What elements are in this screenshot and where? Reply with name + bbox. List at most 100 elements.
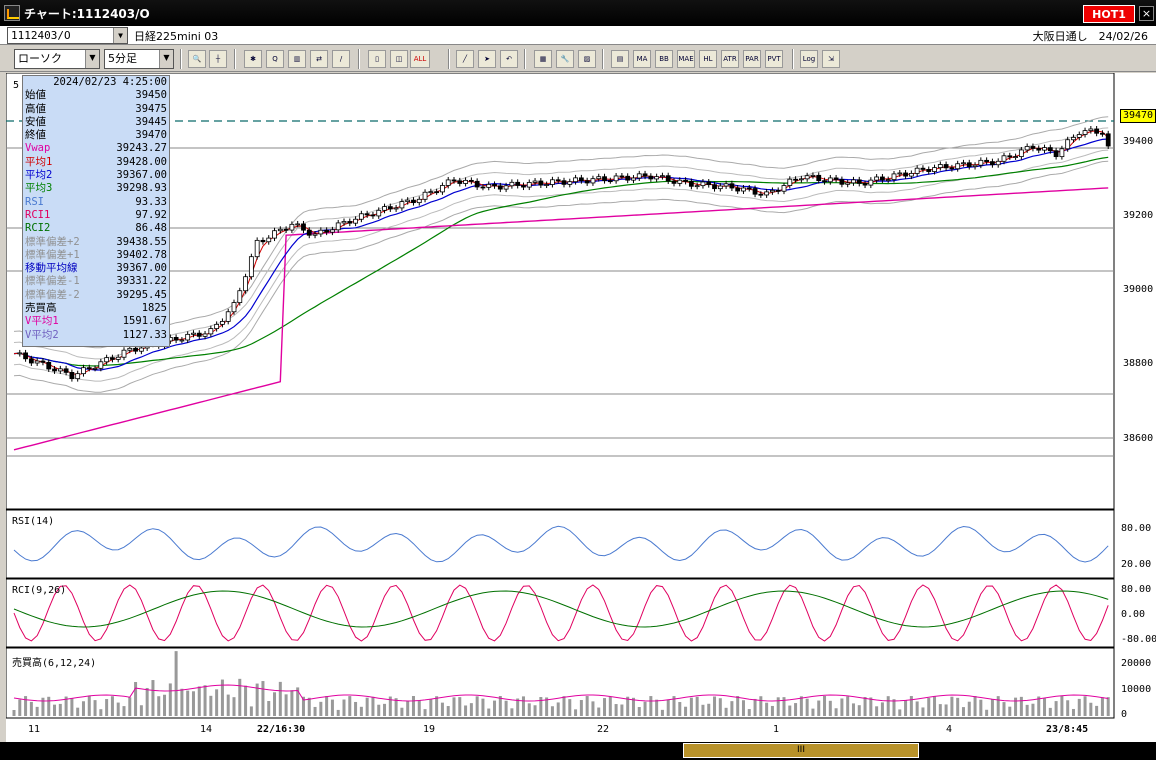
volume-bar: [99, 709, 103, 716]
par-button[interactable]: PAR: [743, 50, 761, 68]
candle-body: [451, 179, 457, 182]
indicator-grid-icon[interactable]: ▤: [611, 50, 629, 68]
chart-app-icon: [4, 5, 20, 21]
candle-body: [497, 185, 503, 190]
info-label: RSI: [25, 195, 44, 208]
color-palette-icon[interactable]: ▨: [578, 50, 596, 68]
symbol-select[interactable]: 1112403/O ▼: [7, 27, 128, 44]
volume-bar: [307, 697, 311, 716]
chart-type-select[interactable]: ローソク ▼: [14, 49, 100, 69]
all-icon[interactable]: ALL: [410, 50, 430, 68]
volume-bar: [1106, 697, 1110, 716]
search-chart-icon[interactable]: Q: [266, 50, 284, 68]
volume-bar: [574, 709, 578, 716]
info-row: V平均1 1591.67: [25, 315, 167, 328]
pvt-button[interactable]: PVT: [765, 50, 783, 68]
volume-bar: [498, 696, 502, 716]
volume-bar: [139, 705, 143, 716]
rsi-title: RSI(14): [12, 516, 55, 527]
info-value: 39298.93: [116, 182, 167, 195]
volume-bar: [678, 702, 682, 716]
info-value: 39331.22: [116, 275, 167, 288]
hot-button[interactable]: HOT1: [1083, 5, 1135, 23]
x-axis-label: 4: [946, 724, 953, 735]
close-button[interactable]: ×: [1139, 6, 1154, 21]
chevron-down-icon[interactable]: ▼: [159, 50, 173, 68]
candle-body: [1036, 148, 1042, 151]
volume-bar: [579, 700, 583, 716]
candle-body: [827, 177, 833, 183]
hl-button[interactable]: HL: [699, 50, 717, 68]
info-rows: 始値 39450 高値 39475 安値 39445 終値 39470 Vwap 39243.27…: [25, 89, 167, 342]
candle-body: [353, 218, 358, 224]
candle-body: [440, 185, 445, 193]
bug-icon[interactable]: ✱: [244, 50, 262, 68]
candle-icon[interactable]: ▯: [368, 50, 386, 68]
period-select[interactable]: 5分足 ▼: [104, 49, 174, 69]
crosshair-icon[interactable]: ┼: [209, 50, 227, 68]
ma-button[interactable]: MA: [633, 50, 651, 68]
info-value: 39438.55: [116, 235, 167, 248]
candle-alt-icon[interactable]: ◫: [390, 50, 408, 68]
volume-ma-line: [13, 684, 1109, 702]
mae-button[interactable]: MAE: [677, 50, 695, 68]
candle-body: [185, 333, 191, 341]
info-value: 86.48: [135, 222, 167, 235]
price-label: 38800: [1123, 358, 1154, 369]
candle-body: [208, 328, 214, 335]
band-line: [13, 160, 1109, 393]
horizontal-scrollbar[interactable]: [0, 742, 1156, 760]
draw-icon[interactable]: /: [332, 50, 350, 68]
candle-body: [1047, 147, 1053, 152]
export-icon[interactable]: ⇲: [822, 50, 840, 68]
volume-bar: [904, 699, 908, 716]
volume-bar: [857, 705, 861, 716]
chevron-down-icon[interactable]: ▼: [85, 50, 99, 68]
volume-bar: [336, 709, 340, 716]
wrench-icon[interactable]: 🔧: [556, 50, 574, 68]
candle-body: [243, 276, 248, 292]
volume-bar: [383, 703, 387, 716]
line-tool-icon[interactable]: ╱: [456, 50, 474, 68]
zoom-icon[interactable]: 🔍: [188, 50, 206, 68]
candle-body: [393, 207, 399, 210]
volume-bar: [64, 696, 68, 716]
price-panel-frame: [5, 72, 1115, 510]
volume-bar: [938, 704, 942, 716]
volume-bar: [823, 696, 827, 716]
chart-svg[interactable]: [5, 72, 1156, 745]
candle-body: [104, 357, 110, 363]
scroll-thumb[interactable]: III: [683, 743, 919, 758]
volume-bar: [1014, 697, 1018, 716]
log-button[interactable]: Log: [800, 50, 818, 68]
bb-button[interactable]: BB: [655, 50, 673, 68]
volume-bar: [29, 701, 33, 716]
volume-bar: [1025, 704, 1029, 716]
volume-bar: [475, 696, 479, 716]
chevron-down-icon[interactable]: ▼: [113, 28, 127, 43]
volume-bar: [122, 706, 126, 716]
candle-body: [550, 179, 555, 185]
volume-bar: [1019, 696, 1023, 716]
atr-button[interactable]: ATR: [721, 50, 739, 68]
candle-body: [567, 181, 573, 185]
volume-bar: [863, 696, 867, 716]
candle-body: [1042, 147, 1047, 151]
undo-icon[interactable]: ↶: [500, 50, 518, 68]
candle-body: [961, 162, 966, 165]
volume-bar: [1048, 707, 1052, 716]
chart-area[interactable]: [5, 72, 1156, 745]
volume-bar: [81, 701, 85, 716]
volume-bar: [493, 700, 497, 716]
pointer-icon[interactable]: ➤: [478, 50, 496, 68]
compare-icon[interactable]: ⇄: [310, 50, 328, 68]
bar-chart-icon[interactable]: ▥: [288, 50, 306, 68]
candle-body: [306, 229, 312, 236]
info-label: 標準偏差+2: [25, 235, 80, 248]
volume-bar: [759, 696, 763, 716]
candle-body: [966, 162, 972, 167]
candle-body: [196, 332, 202, 337]
volume-bar: [105, 699, 109, 716]
candle-body: [555, 179, 561, 182]
grid-icon[interactable]: ▦: [534, 50, 552, 68]
